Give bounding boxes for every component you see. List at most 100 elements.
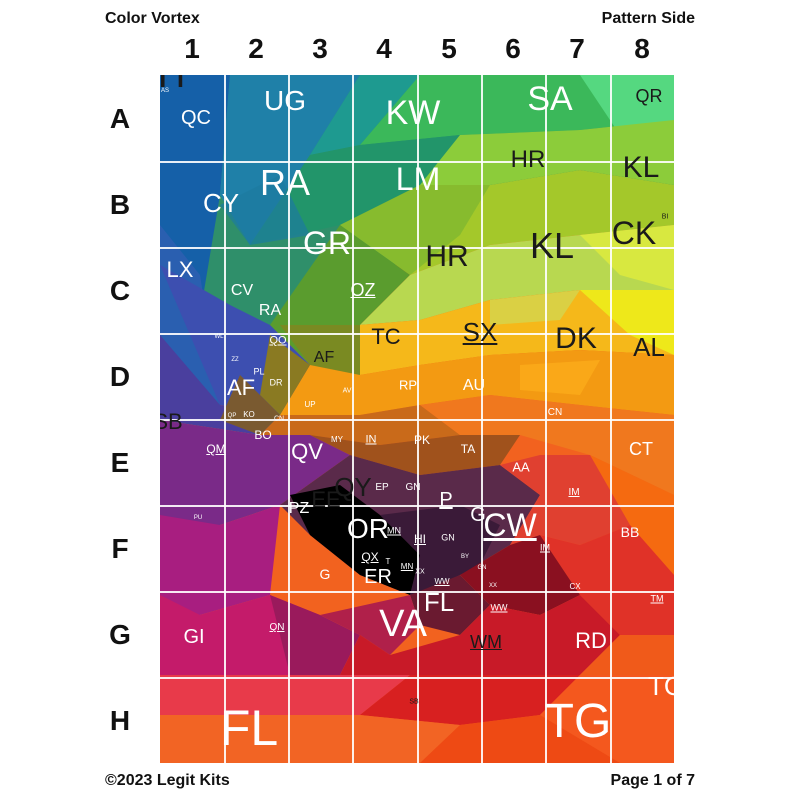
color-code-label: SB	[160, 409, 183, 434]
color-code-label: CV	[230, 282, 254, 299]
color-code-label: GR	[303, 225, 351, 261]
color-code-label: HR	[425, 240, 469, 273]
color-code-label: IM	[568, 487, 580, 498]
color-code-label: AF	[313, 349, 335, 366]
color-code-label: MY	[331, 435, 343, 444]
grid-line-horizontal	[160, 677, 674, 679]
color-code-label: QC	[181, 107, 211, 129]
color-code-label: CX	[569, 582, 581, 591]
color-code-label: RD	[575, 628, 607, 653]
color-code-label: QX	[361, 550, 379, 564]
color-code-label: TG	[647, 671, 674, 701]
color-code-label: QO	[269, 334, 287, 347]
color-code-label: QN	[269, 622, 285, 633]
color-code-label: QV	[291, 439, 323, 464]
row-letter: G	[109, 619, 131, 650]
color-code-label: TA	[460, 442, 476, 456]
pattern-panel: AS QC UG KW SA QR HR KL CY RA LM BI CK GR HR KL LX CV OZ RA…	[160, 75, 674, 763]
color-code-label: QY	[334, 472, 372, 502]
row-letter: C	[109, 275, 131, 306]
color-code-label: PK	[413, 433, 431, 447]
color-code-label: DR	[269, 377, 283, 388]
color-code-label: GI	[183, 626, 205, 648]
color-code-label: UP	[304, 400, 316, 409]
color-code-label: BB	[620, 524, 640, 540]
color-code-label: EP	[375, 482, 389, 493]
grid-line-horizontal	[160, 161, 674, 163]
row-letter: F	[111, 533, 129, 564]
row-letter: B	[109, 189, 131, 220]
color-code-label: SA	[527, 80, 573, 118]
color-code-label: TM	[650, 593, 664, 604]
color-code-label: IN	[365, 433, 377, 446]
color-code-label: KO	[243, 410, 255, 419]
color-code-label: VA	[379, 603, 427, 645]
color-code-label: G	[470, 504, 486, 526]
color-code-label: MN	[400, 562, 414, 571]
color-code-label: AA	[512, 459, 530, 475]
color-code-label: IM	[540, 542, 550, 553]
grid-line-horizontal	[160, 333, 674, 335]
column-number: 3	[312, 33, 328, 64]
color-code-label: QR	[635, 86, 663, 106]
column-number: 7	[569, 33, 585, 64]
color-code-label: QM	[206, 442, 226, 456]
color-code-label: WW	[434, 577, 450, 586]
color-code-label: WW	[490, 602, 508, 613]
pattern-side-label: Pattern Side	[601, 10, 695, 27]
color-code-label: LM	[395, 161, 441, 197]
color-code-label: KL	[622, 151, 660, 184]
color-code-label: ZZ	[231, 357, 239, 363]
color-code-label: HI	[414, 532, 426, 546]
color-code-label: HR	[510, 146, 546, 173]
color-code-label: AF	[226, 375, 256, 400]
color-code-label: FL	[423, 587, 455, 617]
color-code-label: CT	[629, 439, 653, 459]
color-code-label: G	[319, 566, 331, 582]
color-code-label: GN	[405, 482, 421, 493]
column-number: 4	[376, 33, 392, 64]
grid-line-horizontal	[160, 591, 674, 593]
column-number: 8	[634, 33, 650, 64]
color-code-label: SB	[409, 698, 419, 706]
color-code-label: RA	[259, 162, 311, 203]
page-number: Page 1 of 7	[610, 772, 695, 789]
color-code-label: EE	[311, 487, 341, 512]
color-code-label: KL	[529, 225, 575, 266]
grid-line-horizontal	[160, 247, 674, 249]
color-code-label: AS	[160, 88, 170, 94]
color-code-label: TG	[544, 695, 612, 748]
color-code-label: PU	[193, 515, 203, 521]
color-code-label: FL	[219, 700, 279, 756]
color-code-label: DK	[555, 322, 597, 355]
color-code-label: AU	[462, 377, 486, 394]
color-code-label: BI	[661, 213, 669, 221]
color-code-label: CY	[202, 188, 240, 218]
color-code-label: WM	[470, 632, 502, 652]
grid-line-horizontal	[160, 505, 674, 507]
row-letter: H	[109, 705, 131, 736]
color-code-label: PL	[253, 366, 265, 377]
color-code-label: TH	[160, 75, 186, 96]
color-code-label: QP	[227, 413, 237, 419]
column-number: 1	[184, 33, 200, 64]
color-code-label: RA	[258, 302, 282, 319]
color-code-label: XX	[415, 568, 425, 576]
color-code-label: GN	[477, 565, 487, 571]
color-code-label: BO	[254, 428, 272, 442]
color-code-label: MN	[387, 525, 401, 536]
color-code-label: ER	[364, 566, 392, 588]
color-code-label: CN	[547, 407, 563, 418]
color-code-label: CK	[611, 215, 657, 251]
column-number: 6	[505, 33, 521, 64]
color-code-label: LX	[166, 257, 194, 282]
color-code-label: UG	[264, 85, 306, 116]
row-letter: D	[109, 361, 131, 392]
color-code-label: PZ	[288, 500, 310, 517]
color-code-label: OZ	[350, 280, 376, 300]
row-letter: E	[110, 447, 130, 478]
color-code-label: RP	[398, 377, 418, 393]
grid-line-horizontal	[160, 419, 674, 421]
color-code-label: OR	[347, 513, 389, 544]
color-code-label: WL	[214, 334, 224, 340]
